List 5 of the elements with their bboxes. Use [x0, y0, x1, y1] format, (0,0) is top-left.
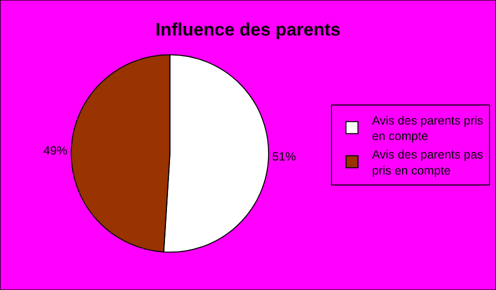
legend-label: Avis des parents pris en compte	[372, 113, 484, 144]
chart-title: Influence des parents	[155, 19, 341, 40]
data-label: 51%	[272, 150, 296, 164]
data-label: 49%	[43, 143, 68, 158]
legend-label: Avis des parents pas pris en compte	[372, 148, 484, 178]
